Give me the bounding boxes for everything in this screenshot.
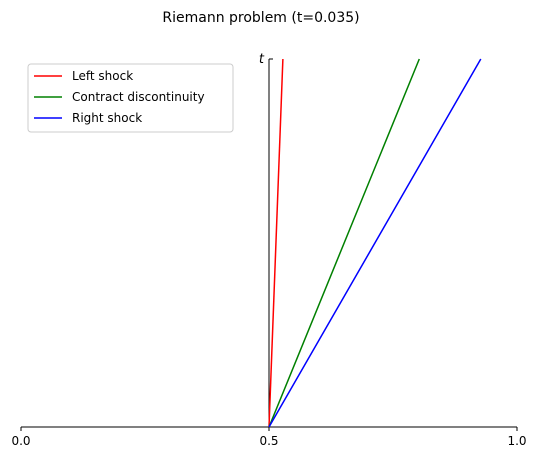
series-line-1 [268,58,420,428]
series-line-2 [268,58,482,428]
y-axis-label: t [259,52,265,67]
legend-label-2: Right shock [72,111,142,125]
x-tick-label: 0.0 [11,434,30,448]
x-ticks: 0.0 0.5 1.0 [11,427,527,448]
series-line-0 [268,58,284,428]
legend: Left shock Contract discontinuity Right sh… [27,63,234,133]
legend-frame [27,63,234,133]
x-tick-label: 0.5 [259,434,278,448]
x-tick-label: 1.0 [507,434,526,448]
series-lines [268,58,482,428]
legend-label-0: Left shock [72,69,133,83]
legend-label-1: Contract discontinuity [72,90,205,104]
chart-title: Riemann problem (t=0.035) [162,10,359,26]
